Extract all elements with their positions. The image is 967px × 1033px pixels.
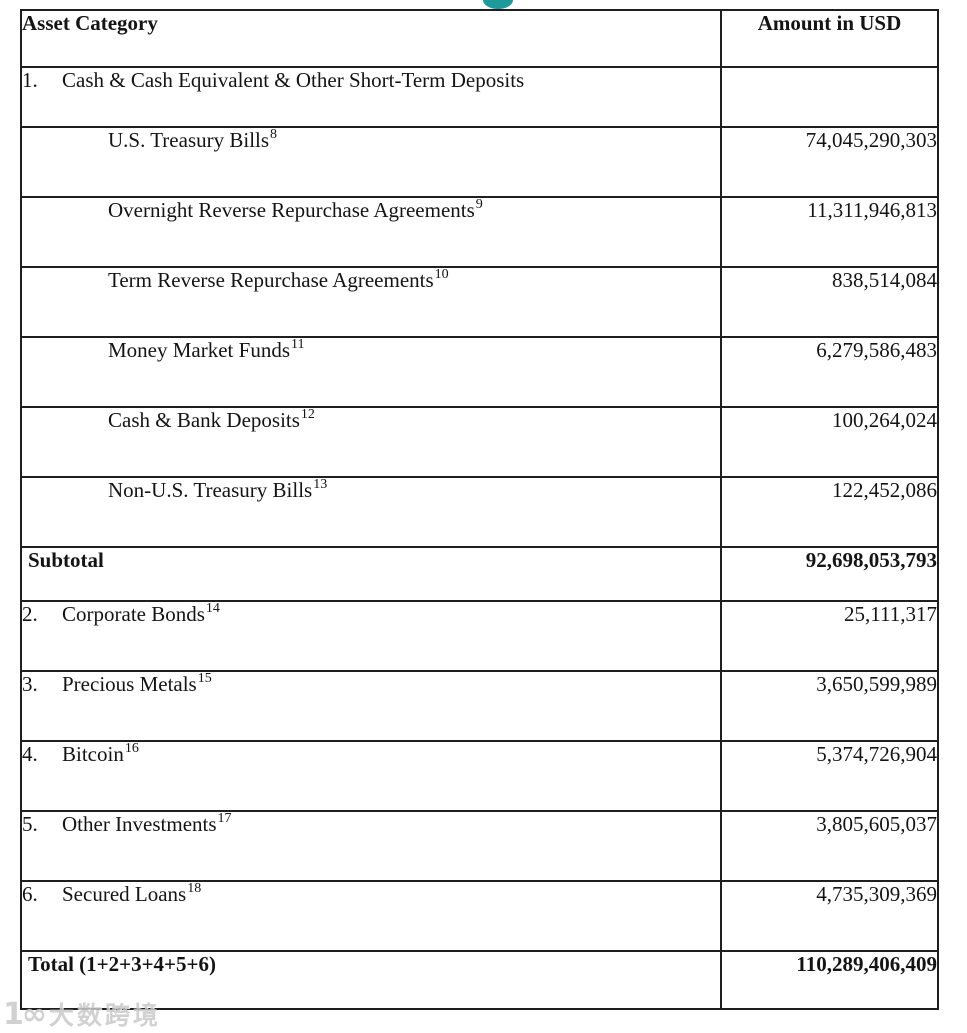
footnote-reference: 18: [187, 881, 202, 896]
asset-category-cell: Total (1+2+3+4+5+6): [20, 950, 722, 1010]
amount-cell: 4,735,309,369: [720, 880, 939, 952]
column-header-asset-category: Asset Category: [20, 9, 722, 68]
asset-label: Corporate Bonds: [62, 602, 205, 626]
footnote-reference: 14: [205, 601, 220, 616]
asset-category-cell: U.S. Treasury Bills8: [20, 126, 722, 198]
asset-category-cell: 4. Bitcoin16: [20, 740, 722, 812]
row-number: 1.: [22, 68, 38, 92]
column-header-amount-in-usd: Amount in USD: [720, 9, 939, 68]
asset-label: Overnight Reverse Repurchase Agreements: [108, 198, 475, 222]
asset-label: Bitcoin: [62, 742, 124, 766]
amount-cell: 122,452,086: [720, 476, 939, 548]
table-row: 4. Bitcoin16 5,374,726,904: [20, 740, 939, 812]
table-row: Non-U.S. Treasury Bills13 122,452,086: [20, 476, 939, 548]
asset-label: U.S. Treasury Bills: [108, 128, 270, 152]
asset-category-cell: Cash & Bank Deposits12: [20, 406, 722, 478]
asset-category-cell: 1. Cash & Cash Equivalent & Other Short-T…: [20, 66, 722, 128]
row-number: 6.: [22, 882, 38, 906]
asset-category-cell: 5. Other Investments17: [20, 810, 722, 882]
asset-category-cell: 2. Corporate Bonds14: [20, 600, 722, 672]
asset-label: Term Reverse Repurchase Agreements: [108, 268, 434, 292]
footnote-reference: 13: [313, 477, 328, 492]
footnote-reference: 10: [434, 267, 449, 282]
asset-label: Secured Loans: [62, 882, 187, 906]
table-row: 1. Cash & Cash Equivalent & Other Short-T…: [20, 66, 939, 128]
asset-category-cell: Money Market Funds11: [20, 336, 722, 408]
footnote-reference: 9: [475, 197, 483, 212]
footnote-reference: 8: [270, 127, 278, 142]
footnote-reference: 12: [300, 407, 315, 422]
asset-label: Money Market Funds: [108, 338, 290, 362]
asset-category-cell: Non-U.S. Treasury Bills13: [20, 476, 722, 548]
amount-cell: 3,805,605,037: [720, 810, 939, 882]
table-row: 6. Secured Loans18 4,735,309,369: [20, 880, 939, 952]
amount-cell: 838,514,084: [720, 266, 939, 338]
amount-cell: [720, 66, 939, 128]
table-row: 5. Other Investments17 3,805,605,037: [20, 810, 939, 882]
reserves-table: Asset Category Amount in USD 1. Cash & Ca…: [20, 9, 939, 1010]
asset-label: Cash & Cash Equivalent & Other Short-Ter…: [62, 68, 525, 92]
table-body: 1. Cash & Cash Equivalent & Other Short-T…: [20, 66, 939, 1010]
footnote-reference: 15: [197, 671, 212, 686]
table-row: 3. Precious Metals15 3,650,599,989: [20, 670, 939, 742]
row-number: 4.: [22, 742, 38, 766]
table-row: Cash & Bank Deposits12 100,264,024: [20, 406, 939, 478]
amount-cell: 110,289,406,409: [720, 950, 939, 1010]
amount-cell: 5,374,726,904: [720, 740, 939, 812]
row-number: 2.: [22, 602, 38, 626]
table-row: U.S. Treasury Bills8 74,045,290,303: [20, 126, 939, 198]
asset-label: Other Investments: [62, 812, 217, 836]
asset-label: Cash & Bank Deposits: [108, 408, 300, 432]
amount-cell: 3,650,599,989: [720, 670, 939, 742]
table-row: Term Reverse Repurchase Agreements10 838,…: [20, 266, 939, 338]
amount-cell: 6,279,586,483: [720, 336, 939, 408]
table-row: 2. Corporate Bonds14 25,111,317: [20, 600, 939, 672]
asset-label: Subtotal: [28, 548, 104, 572]
amount-cell: 74,045,290,303: [720, 126, 939, 198]
asset-label: Non-U.S. Treasury Bills: [108, 478, 313, 502]
table-header-row: Asset Category Amount in USD: [20, 9, 939, 68]
asset-category-cell: Subtotal: [20, 546, 722, 602]
asset-category-cell: Term Reverse Repurchase Agreements10: [20, 266, 722, 338]
footnote-reference: 17: [217, 811, 232, 826]
amount-cell: 25,111,317: [720, 600, 939, 672]
tether-logo-tip-icon: [483, 0, 513, 9]
footnote-reference: 11: [291, 337, 305, 352]
asset-label: Precious Metals: [62, 672, 197, 696]
row-number: 5.: [22, 812, 38, 836]
table-row: Overnight Reverse Repurchase Agreements9…: [20, 196, 939, 268]
row-number: 3.: [22, 672, 38, 696]
table-row: Money Market Funds11 6,279,586,483: [20, 336, 939, 408]
asset-category-cell: Overnight Reverse Repurchase Agreements9: [20, 196, 722, 268]
table-row: Subtotal 92,698,053,793: [20, 546, 939, 602]
amount-cell: 100,264,024: [720, 406, 939, 478]
footnote-reference: 16: [124, 741, 139, 756]
asset-category-cell: 3. Precious Metals15: [20, 670, 722, 742]
asset-label: Total (1+2+3+4+5+6): [28, 952, 216, 976]
amount-cell: 11,311,946,813: [720, 196, 939, 268]
table-row: Total (1+2+3+4+5+6) 110,289,406,409: [20, 950, 939, 1010]
amount-cell: 92,698,053,793: [720, 546, 939, 602]
asset-category-cell: 6. Secured Loans18: [20, 880, 722, 952]
